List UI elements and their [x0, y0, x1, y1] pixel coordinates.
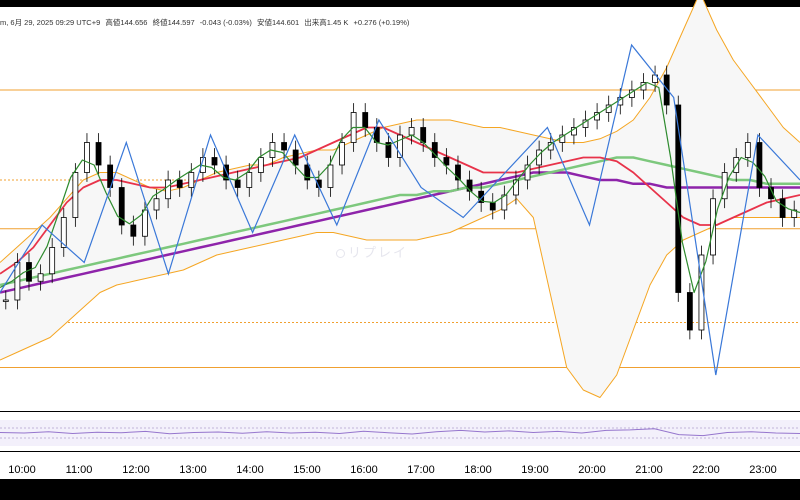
candle-body: [246, 172, 253, 188]
candle-body: [466, 179, 473, 192]
ma-purple-line: [0, 171, 800, 294]
candle-body: [431, 142, 438, 158]
candle-body: [72, 172, 79, 218]
candle-body: [211, 157, 218, 166]
x-tick-label: 18:00: [464, 464, 492, 476]
x-tick-label: 17:00: [407, 464, 435, 476]
candle-body: [292, 149, 299, 166]
candle-body: [501, 194, 508, 211]
volume-value: 出来高1.45 K: [304, 18, 349, 27]
candle-body: [420, 127, 427, 143]
replay-icon: [336, 249, 345, 258]
x-tick-label: 22:00: [692, 464, 720, 476]
change-value: -0.043 (-0.03%): [199, 18, 252, 27]
candle-body: [489, 202, 496, 211]
top-toolbar: [0, 0, 800, 7]
candle-body: [756, 142, 763, 188]
x-tick-label: 14:00: [236, 464, 264, 476]
candle-body: [362, 112, 369, 128]
candle-body: [385, 142, 392, 158]
candle-body: [443, 157, 450, 166]
candle-body: [397, 134, 403, 158]
candle-body: [37, 273, 44, 282]
ohlc-info-line: m, 6月 29, 2025 09:29 UTC+9 高値144.656 終値1…: [0, 17, 412, 29]
replay-watermark: リプレイ: [336, 242, 408, 261]
x-tick-label: 12:00: [122, 464, 150, 476]
candle-body: [791, 209, 798, 218]
bollinger-fill: [0, 0, 800, 398]
candle-body: [60, 217, 67, 248]
candle-body: [663, 74, 670, 106]
candle-body: [176, 179, 183, 188]
candle-body: [408, 127, 415, 136]
candle-body: [14, 262, 21, 301]
candle-body: [779, 198, 786, 218]
candle-body: [188, 172, 195, 188]
candle-body: [95, 142, 102, 166]
x-tick-label: 11:00: [65, 464, 93, 476]
candle-body: [327, 164, 334, 188]
x-tick-label: 19:00: [521, 464, 549, 476]
candle-body: [165, 179, 172, 200]
candle-body: [257, 157, 264, 173]
low-value: 安値144.601: [257, 18, 300, 27]
candle-body: [26, 262, 32, 282]
candle-body: [49, 247, 56, 275]
candle-body: [153, 198, 160, 211]
candle-body: [768, 187, 774, 200]
candle-body: [524, 164, 531, 181]
x-tick-label: 15:00: [293, 464, 321, 476]
candle-body: [84, 142, 90, 173]
x-tick-label: 23:00: [749, 464, 777, 476]
candle-body: [304, 164, 311, 181]
x-tick-label: 21:00: [635, 464, 663, 476]
rsi-line: [0, 428, 800, 437]
candle-body: [478, 190, 485, 203]
bollinger-lower-line: [0, 198, 800, 398]
candle-body: [2, 299, 9, 302]
candle-body: [698, 254, 705, 331]
candle-body: [339, 142, 345, 166]
high-value: 高値144.656: [105, 18, 148, 27]
rsi-pane-bottom-border: [0, 451, 800, 452]
volume-change-value: +0.276 (+0.19%): [353, 18, 410, 27]
candle-body: [744, 142, 751, 158]
candle-body: [455, 164, 461, 181]
x-tick-label: 13:00: [179, 464, 207, 476]
replay-watermark-text: リプレイ: [348, 246, 409, 261]
bottom-toolbar: [0, 479, 800, 500]
candle-body: [234, 179, 241, 188]
candle-body: [142, 209, 148, 237]
ma-green-line: [0, 156, 800, 287]
candle-body: [513, 179, 519, 196]
x-tick-label: 20:00: [578, 464, 606, 476]
ma-fast-line: [0, 81, 800, 294]
zigzag-line: [0, 43, 800, 376]
close-value: 終値144.597: [152, 18, 195, 27]
candle-body: [118, 187, 125, 226]
time-label: m, 6月 29, 2025 09:29 UTC+9: [0, 18, 101, 27]
candle-body: [721, 172, 728, 200]
candle-body: [686, 292, 693, 331]
x-tick-label: 10:00: [8, 464, 36, 476]
rsi-pane-top-border: [0, 411, 800, 412]
x-tick-label: 16:00: [350, 464, 378, 476]
candle-body: [281, 142, 287, 151]
candle-body: [130, 224, 137, 237]
